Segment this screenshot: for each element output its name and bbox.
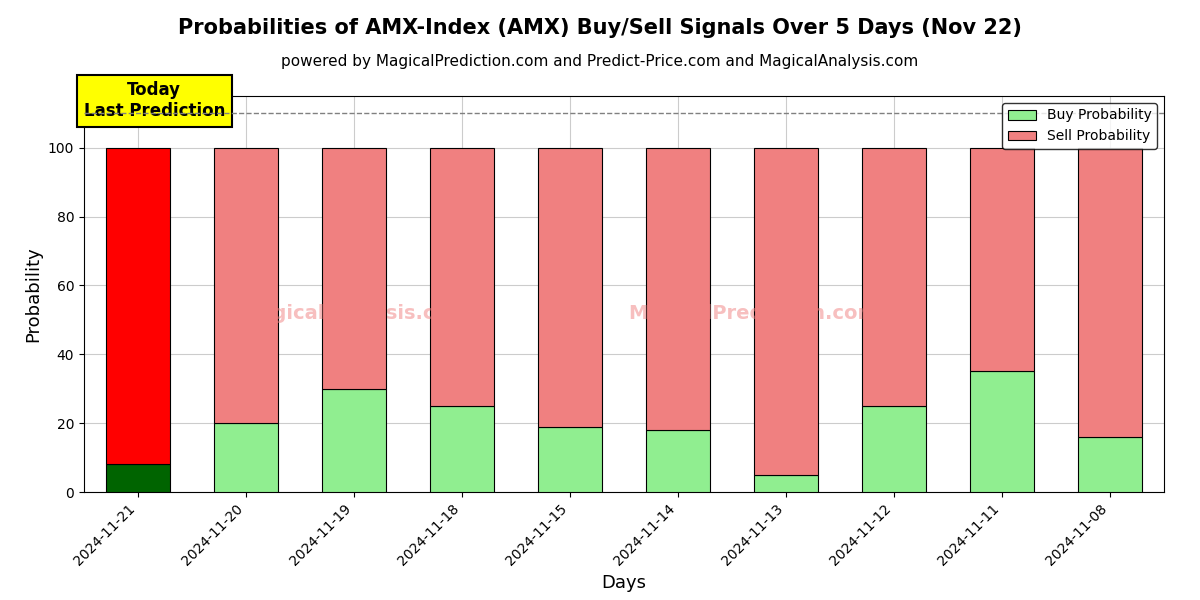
Text: MagicalPrediction.com: MagicalPrediction.com [629,304,878,323]
Bar [430,406,494,492]
Bar [862,148,926,406]
Bar [214,148,278,423]
Bar [646,430,710,492]
Text: Today
Last Prediction: Today Last Prediction [84,82,224,120]
Y-axis label: Probability: Probability [24,246,42,342]
Bar [754,475,818,492]
Bar [1078,437,1142,492]
Bar [538,148,602,427]
Bar [1078,148,1142,437]
Bar [214,423,278,492]
Text: Probabilities of AMX-Index (AMX) Buy/Sell Signals Over 5 Days (Nov 22): Probabilities of AMX-Index (AMX) Buy/Sel… [178,18,1022,38]
Bar [754,148,818,475]
Text: MagicalAnalysis.com: MagicalAnalysis.com [240,304,468,323]
Bar [970,371,1034,492]
Bar [322,148,386,389]
Bar [646,148,710,430]
Bar [538,427,602,492]
Legend: Buy Probability, Sell Probability: Buy Probability, Sell Probability [1002,103,1157,149]
X-axis label: Days: Days [601,574,647,592]
Bar [106,148,170,464]
Bar [322,389,386,492]
Bar [862,406,926,492]
Bar [970,148,1034,371]
Bar [430,148,494,406]
Bar [106,464,170,492]
Text: powered by MagicalPrediction.com and Predict-Price.com and MagicalAnalysis.com: powered by MagicalPrediction.com and Pre… [281,54,919,69]
